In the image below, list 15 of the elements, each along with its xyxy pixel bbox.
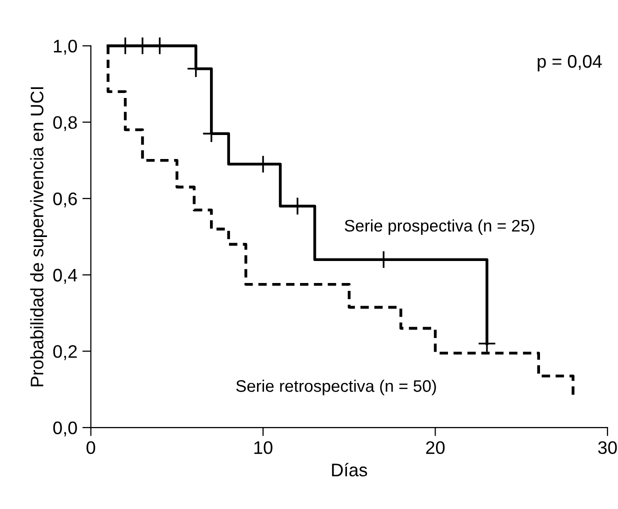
y-axis-title: Probabilidad de supervivencia en UCI bbox=[30, 87, 47, 386]
y-tick-label: 0,2 bbox=[53, 345, 77, 360]
y-tick-label: 0,4 bbox=[53, 268, 78, 284]
x-tick-label: 30 bbox=[598, 441, 617, 454]
x-tick-label: 20 bbox=[426, 441, 445, 454]
y-tick-label: 0,6 bbox=[53, 192, 77, 208]
annotation: p = 0,04 bbox=[538, 55, 602, 72]
y-tick-label: 0,0 bbox=[53, 421, 77, 436]
x-tick-label: 0 bbox=[86, 441, 96, 454]
y-tick-label: 1,0 bbox=[54, 40, 77, 55]
series-label: Serie retrospectiva (n = 50) bbox=[236, 380, 436, 396]
series-label: Serie prospectiva (n = 25) bbox=[344, 219, 534, 235]
y-tick-label: 0,8 bbox=[53, 116, 77, 132]
x-tick-label: 10 bbox=[254, 441, 272, 454]
x-axis-title: Días bbox=[332, 462, 368, 476]
